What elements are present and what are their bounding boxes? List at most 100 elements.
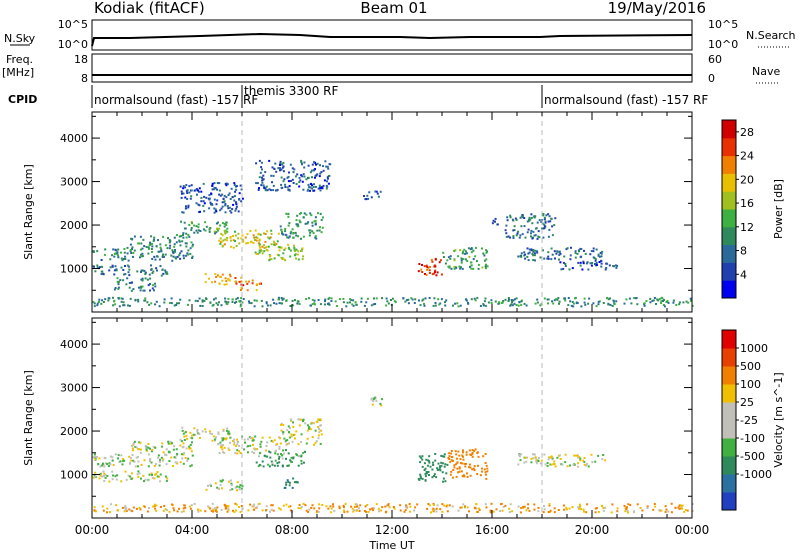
range-cell <box>371 403 374 406</box>
range-cell <box>469 474 472 477</box>
range-cell <box>276 253 279 256</box>
range-cell <box>563 255 566 258</box>
range-cell <box>128 274 131 277</box>
range-cell <box>216 182 219 184</box>
range-cell <box>190 189 193 192</box>
range-cell <box>104 476 107 479</box>
range-cell <box>524 456 527 459</box>
range-cell <box>469 248 472 251</box>
range-cell <box>203 210 206 213</box>
scatter-region <box>179 426 232 442</box>
range-cell <box>169 244 172 247</box>
range-cell <box>553 460 556 463</box>
range-cell <box>99 474 102 477</box>
range-cell <box>123 248 126 250</box>
range-cell <box>350 299 353 302</box>
range-cell <box>163 255 165 258</box>
range-cell <box>443 504 446 507</box>
range-cell <box>275 170 278 173</box>
range-cell <box>284 228 287 230</box>
range-cell <box>417 478 420 480</box>
range-cell <box>305 178 308 181</box>
range-cell <box>444 304 447 307</box>
range-cell <box>356 505 359 508</box>
range-cell <box>664 505 667 508</box>
colorbar-swatch <box>722 244 736 263</box>
range-cell <box>254 251 257 254</box>
range-cell <box>161 442 164 445</box>
range-cell <box>284 259 287 262</box>
range-cell <box>229 210 232 212</box>
range-cell <box>136 270 139 273</box>
range-cell <box>224 232 227 235</box>
range-cell <box>250 302 253 305</box>
range-cell <box>141 285 144 288</box>
range-cell <box>571 267 574 270</box>
range-cell <box>581 268 584 271</box>
range-cell <box>205 225 208 228</box>
y-tick-label: 3000 <box>60 382 88 395</box>
range-cell <box>285 439 287 442</box>
range-cell <box>287 505 290 508</box>
range-cell <box>223 194 226 197</box>
colorbar-tick-label: 4 <box>740 268 747 281</box>
range-cell <box>658 298 661 300</box>
range-cell <box>475 507 478 510</box>
colorbar-tick-label: 28 <box>740 126 754 139</box>
range-cell <box>262 174 265 177</box>
range-cell <box>427 459 430 462</box>
range-cell <box>240 280 243 283</box>
range-cell <box>158 464 161 467</box>
range-cell <box>475 246 477 249</box>
range-cell <box>469 463 471 466</box>
range-cell <box>236 485 239 488</box>
range-cell <box>129 457 132 459</box>
range-cell <box>270 243 273 246</box>
range-cell <box>171 249 174 252</box>
range-cell <box>278 457 280 460</box>
range-cell <box>374 190 377 193</box>
range-cell <box>585 464 588 467</box>
range-cell <box>373 297 375 300</box>
range-cell <box>254 435 257 438</box>
range-cell <box>234 452 237 455</box>
colorbar-tick-label: 8 <box>740 245 747 258</box>
range-cell <box>288 235 291 238</box>
range-cell <box>154 258 157 261</box>
range-cell <box>300 250 303 252</box>
scatter-region <box>255 449 306 468</box>
range-cell <box>139 508 142 511</box>
range-cell <box>505 232 508 235</box>
range-cell <box>522 505 525 508</box>
range-cell <box>505 224 508 227</box>
range-cell <box>229 273 231 276</box>
range-cell <box>567 304 570 307</box>
range-cell <box>433 473 436 476</box>
range-cell <box>587 465 590 468</box>
range-cell <box>481 467 483 470</box>
range-cell <box>176 302 178 305</box>
range-cell <box>346 301 349 304</box>
range-cell <box>179 298 182 301</box>
range-cell <box>287 236 290 239</box>
range-cell <box>417 270 420 273</box>
colorbar-tick-label: -500 <box>740 450 765 463</box>
range-cell <box>430 511 432 514</box>
range-cell <box>265 302 268 305</box>
range-cell <box>600 260 603 262</box>
range-cell <box>553 224 556 227</box>
range-cell <box>324 298 327 301</box>
range-cell <box>426 265 429 268</box>
noise-strip: N.Sky N.Search 10^5 10^0 10^5 10^0 <box>4 18 796 51</box>
range-cell <box>318 503 321 506</box>
range-cell <box>468 255 471 258</box>
range-cell <box>139 448 142 451</box>
range-cell <box>302 420 304 423</box>
range-cell <box>132 255 134 258</box>
range-cell <box>292 477 295 480</box>
range-cell <box>179 438 182 441</box>
range-cell <box>216 274 219 277</box>
range-cell <box>245 280 248 283</box>
range-cell <box>623 302 626 305</box>
range-cell <box>591 262 594 264</box>
